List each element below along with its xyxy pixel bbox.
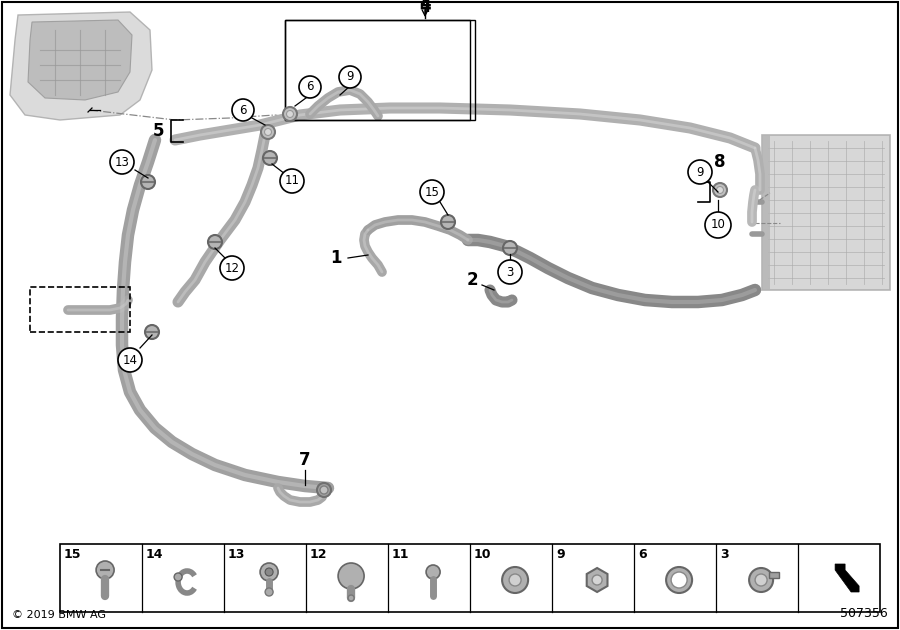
Text: 9: 9 [697, 166, 704, 178]
Circle shape [755, 574, 767, 586]
Polygon shape [10, 12, 152, 120]
Text: 12: 12 [224, 261, 239, 275]
Circle shape [688, 160, 712, 184]
Circle shape [749, 568, 773, 592]
Circle shape [592, 575, 602, 585]
Bar [285, 20, 470, 120]
Text: 12: 12 [310, 548, 328, 561]
Bar [285, 20, 475, 120]
Circle shape [339, 66, 361, 88]
Text: 9: 9 [346, 71, 354, 84]
Text: 4: 4 [419, 0, 431, 16]
Circle shape [317, 483, 331, 497]
Circle shape [118, 348, 142, 372]
Text: 7: 7 [299, 451, 310, 469]
Circle shape [263, 151, 277, 165]
Circle shape [320, 486, 328, 494]
Text: 10: 10 [474, 548, 491, 561]
Circle shape [426, 565, 440, 579]
Circle shape [220, 256, 244, 280]
Bar [762, 135, 890, 290]
Text: 11: 11 [392, 548, 410, 561]
Circle shape [420, 180, 444, 204]
Circle shape [110, 150, 134, 174]
Circle shape [265, 129, 272, 135]
Circle shape [141, 175, 155, 189]
Circle shape [260, 563, 278, 581]
Circle shape [671, 572, 687, 588]
Circle shape [286, 110, 293, 118]
Circle shape [509, 574, 521, 586]
Text: 15: 15 [425, 185, 439, 198]
Bar [762, 135, 770, 290]
Text: 13: 13 [228, 548, 246, 561]
Text: 10: 10 [711, 219, 725, 231]
Circle shape [266, 568, 273, 576]
Text: 14: 14 [146, 548, 164, 561]
Bar [770, 572, 779, 578]
Text: 1: 1 [330, 249, 342, 267]
Text: 3: 3 [507, 265, 514, 278]
Circle shape [96, 561, 114, 579]
Circle shape [283, 107, 297, 121]
Polygon shape [28, 20, 132, 100]
Text: 6: 6 [638, 548, 646, 561]
Polygon shape [835, 564, 860, 592]
Text: 8: 8 [715, 153, 725, 171]
Circle shape [261, 125, 275, 139]
Bar [30, 287, 130, 332]
Circle shape [713, 183, 727, 197]
Circle shape [441, 215, 455, 229]
Text: 5: 5 [153, 122, 165, 140]
Circle shape [666, 567, 692, 593]
Circle shape [498, 260, 522, 284]
Circle shape [174, 573, 182, 581]
Circle shape [145, 325, 159, 339]
Text: 11: 11 [284, 175, 300, 188]
Text: © 2019 BMW AG: © 2019 BMW AG [12, 610, 106, 620]
Circle shape [716, 186, 724, 193]
Text: 9: 9 [556, 548, 564, 561]
Circle shape [299, 76, 321, 98]
Text: 3: 3 [720, 548, 729, 561]
Circle shape [348, 595, 354, 601]
Circle shape [503, 241, 517, 255]
Polygon shape [587, 568, 608, 592]
Bar [60, 544, 880, 612]
Circle shape [280, 169, 304, 193]
Text: 2: 2 [466, 271, 478, 289]
Circle shape [705, 212, 731, 238]
Text: 6: 6 [239, 103, 247, 117]
Text: 15: 15 [64, 548, 82, 561]
Text: 4: 4 [419, 0, 431, 13]
Circle shape [232, 99, 254, 121]
Circle shape [338, 563, 364, 589]
Text: 507356: 507356 [841, 607, 888, 620]
Text: 6: 6 [306, 81, 314, 93]
Text: 13: 13 [114, 156, 130, 168]
Circle shape [208, 235, 222, 249]
Circle shape [502, 567, 528, 593]
Text: 14: 14 [122, 353, 138, 367]
Circle shape [266, 588, 273, 596]
